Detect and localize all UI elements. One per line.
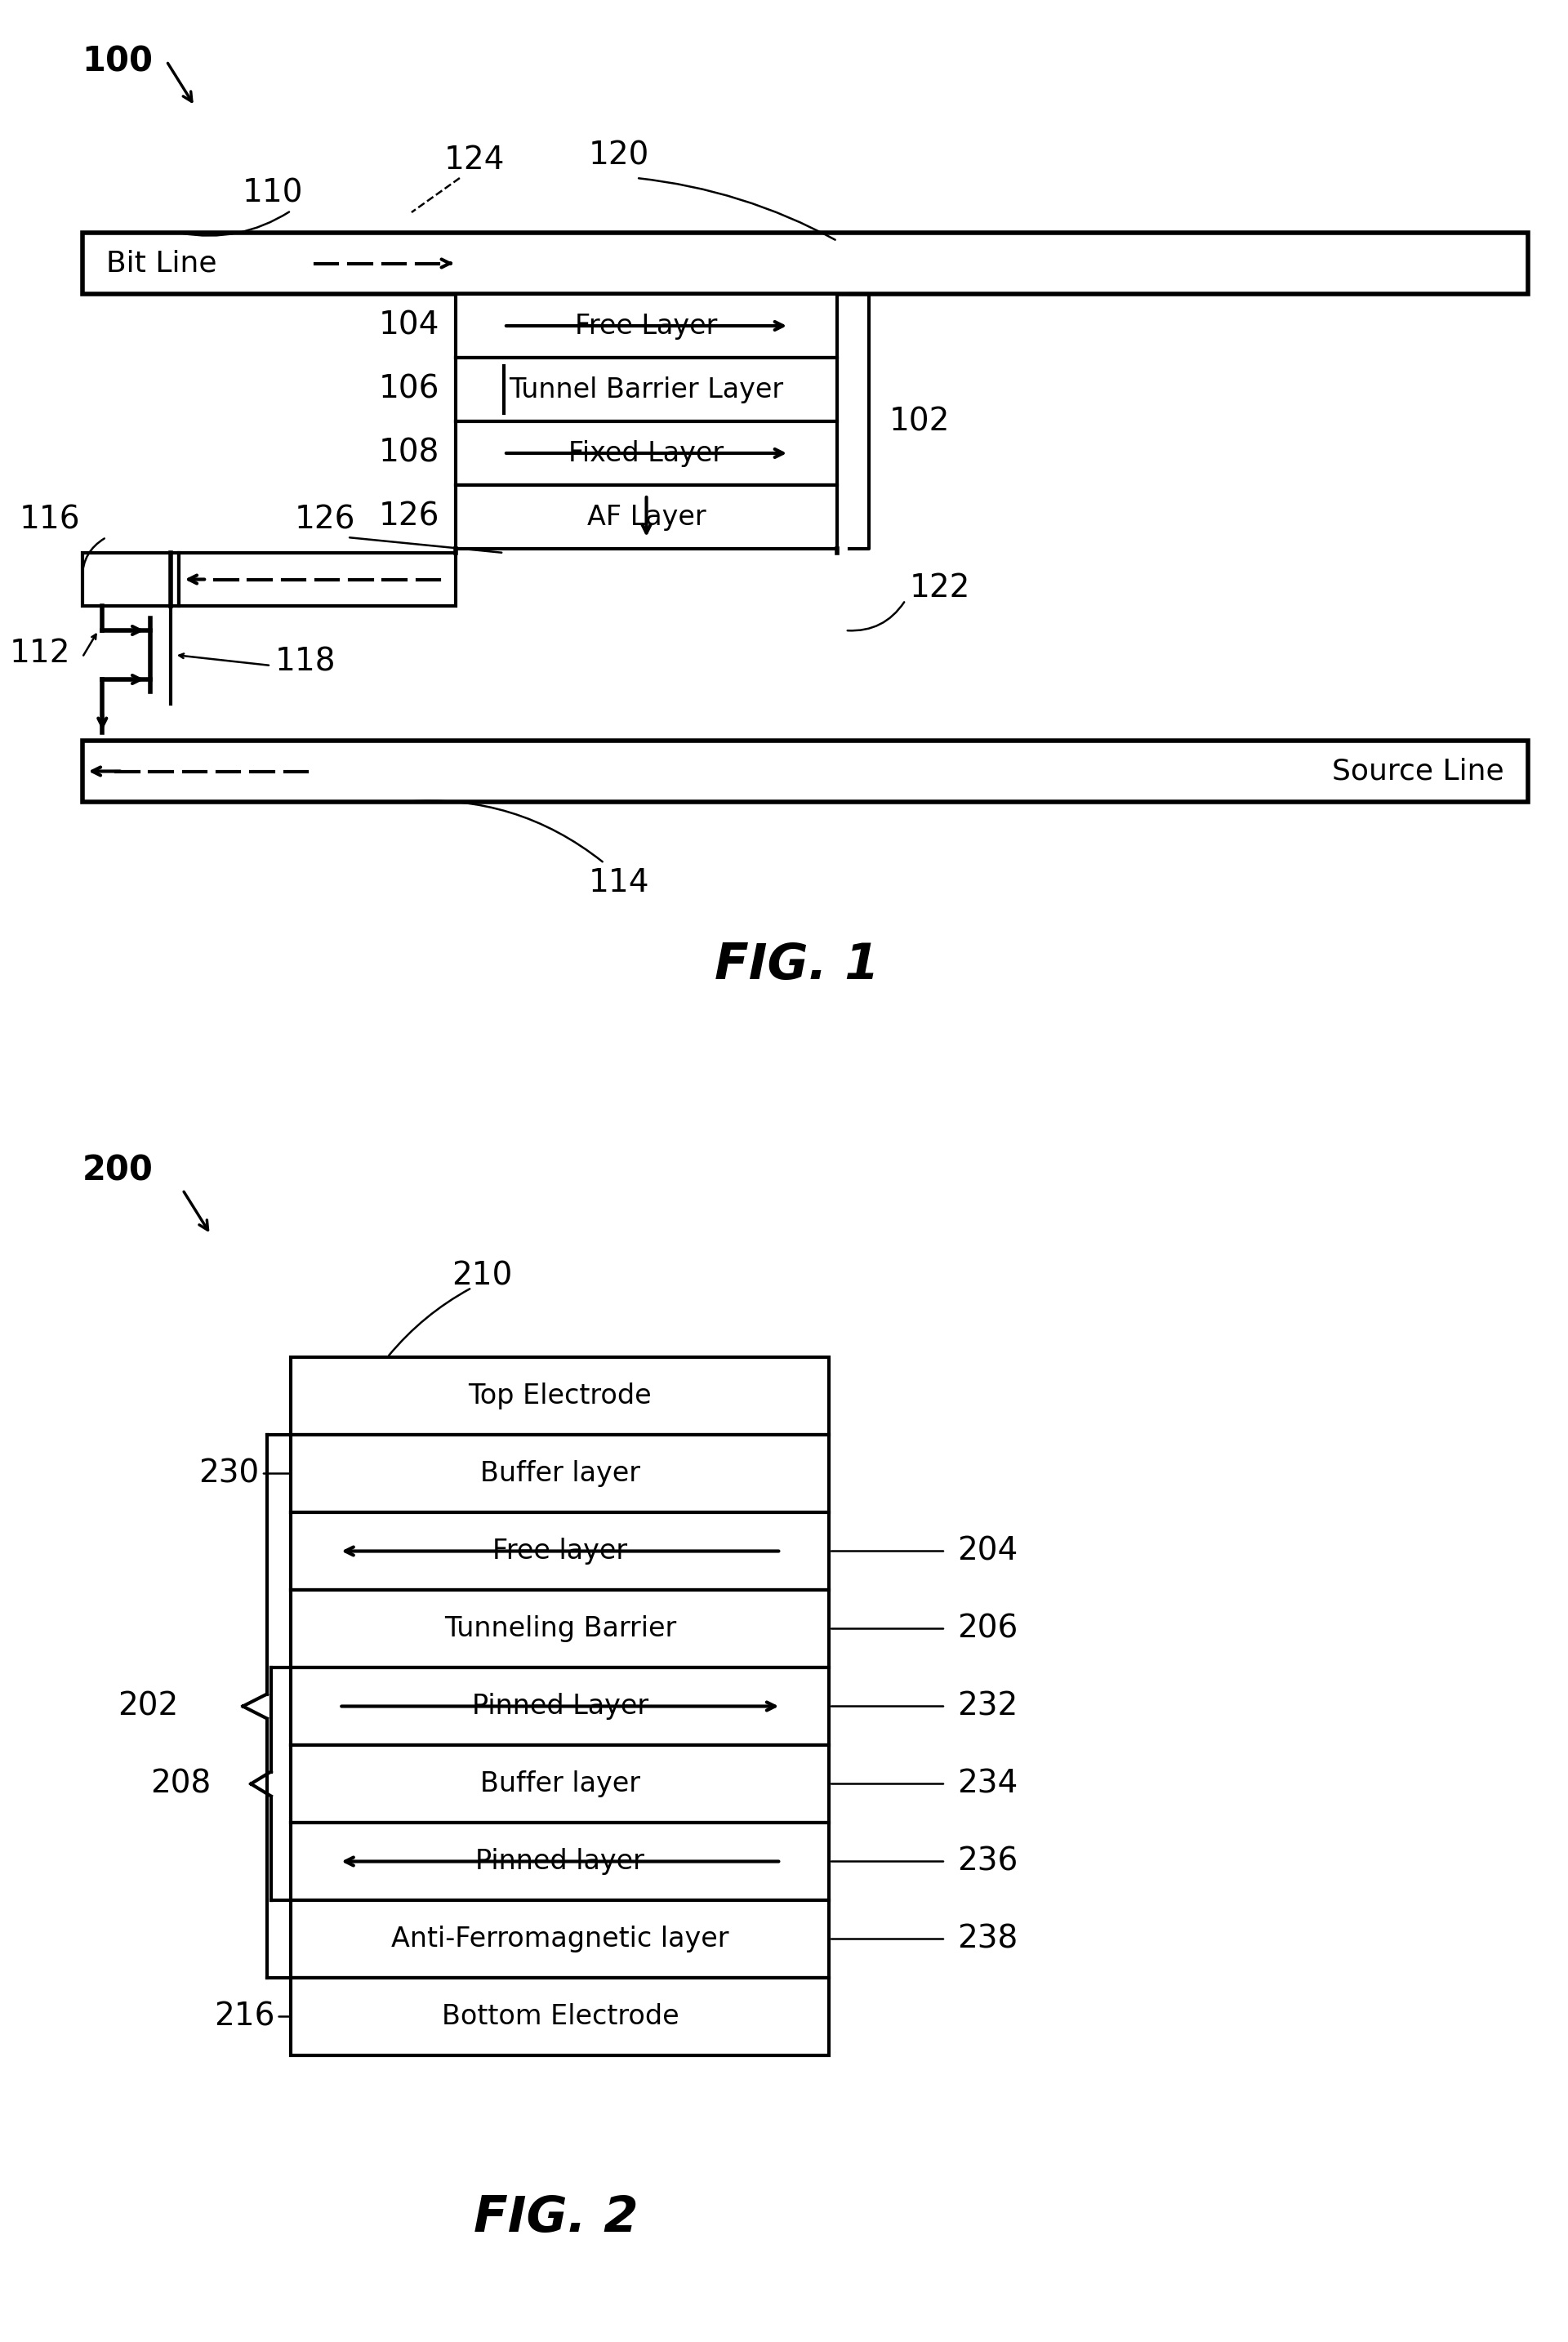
Text: 112: 112 bbox=[9, 637, 71, 670]
Text: 100: 100 bbox=[82, 44, 154, 80]
Text: 114: 114 bbox=[588, 867, 649, 899]
Bar bbox=[292, 1822, 829, 1899]
Text: FIG. 1: FIG. 1 bbox=[715, 941, 880, 988]
Bar bbox=[292, 1356, 829, 1436]
Text: Bit Line: Bit Line bbox=[107, 251, 216, 276]
Text: 110: 110 bbox=[243, 178, 303, 208]
Text: AF Layer: AF Layer bbox=[586, 504, 706, 529]
Text: 102: 102 bbox=[889, 405, 950, 438]
Bar bbox=[292, 1590, 829, 1668]
Text: Fixed Layer: Fixed Layer bbox=[569, 440, 724, 466]
Bar bbox=[292, 1899, 829, 1977]
Text: Anti-Ferromagnetic layer: Anti-Ferromagnetic layer bbox=[392, 1925, 729, 1953]
Bar bbox=[292, 1668, 829, 1745]
Bar bbox=[82, 232, 1527, 295]
Text: 232: 232 bbox=[958, 1691, 1018, 1721]
Text: 202: 202 bbox=[118, 1691, 179, 1721]
Text: 230: 230 bbox=[198, 1459, 259, 1490]
Text: 116: 116 bbox=[20, 504, 80, 534]
Text: Free Layer: Free Layer bbox=[575, 311, 718, 340]
Text: 120: 120 bbox=[588, 141, 649, 171]
Text: 124: 124 bbox=[444, 145, 505, 176]
Text: 234: 234 bbox=[958, 1768, 1018, 1799]
Text: Bottom Electrode: Bottom Electrode bbox=[442, 2002, 679, 2031]
Text: Buffer layer: Buffer layer bbox=[480, 1459, 640, 1487]
Bar bbox=[82, 553, 179, 607]
Bar bbox=[456, 422, 837, 485]
Text: Pinned layer: Pinned layer bbox=[475, 1848, 644, 1876]
Text: Free layer: Free layer bbox=[492, 1539, 627, 1564]
Bar bbox=[292, 1513, 829, 1590]
Text: Tunnel Barrier Layer: Tunnel Barrier Layer bbox=[510, 377, 784, 403]
Bar bbox=[292, 1436, 829, 1513]
Text: 208: 208 bbox=[151, 1768, 210, 1799]
Text: 106: 106 bbox=[379, 375, 439, 405]
Bar bbox=[456, 358, 837, 422]
Text: 108: 108 bbox=[379, 438, 439, 468]
Bar bbox=[456, 485, 837, 548]
Text: 206: 206 bbox=[958, 1614, 1018, 1644]
Text: 118: 118 bbox=[274, 646, 336, 677]
Text: Tunneling Barrier: Tunneling Barrier bbox=[444, 1616, 676, 1642]
Bar bbox=[292, 1977, 829, 2056]
Text: 236: 236 bbox=[958, 1845, 1018, 1876]
Text: 216: 216 bbox=[215, 2000, 274, 2033]
Text: Top Electrode: Top Electrode bbox=[469, 1382, 652, 1410]
Text: 238: 238 bbox=[958, 1923, 1018, 1956]
Text: 122: 122 bbox=[909, 571, 971, 604]
Bar bbox=[179, 553, 456, 607]
Bar bbox=[292, 1745, 829, 1822]
Text: 126: 126 bbox=[379, 501, 439, 532]
Text: Pinned Layer: Pinned Layer bbox=[472, 1693, 648, 1719]
Bar bbox=[456, 295, 837, 358]
Text: FIG. 2: FIG. 2 bbox=[474, 2194, 638, 2244]
Text: 126: 126 bbox=[295, 504, 356, 534]
Text: 210: 210 bbox=[452, 1260, 513, 1293]
Text: Source Line: Source Line bbox=[1331, 756, 1504, 785]
Text: 104: 104 bbox=[379, 309, 439, 342]
Text: Buffer layer: Buffer layer bbox=[480, 1771, 640, 1796]
Text: 200: 200 bbox=[82, 1152, 154, 1187]
Text: 204: 204 bbox=[958, 1536, 1018, 1567]
Bar bbox=[82, 740, 1527, 801]
